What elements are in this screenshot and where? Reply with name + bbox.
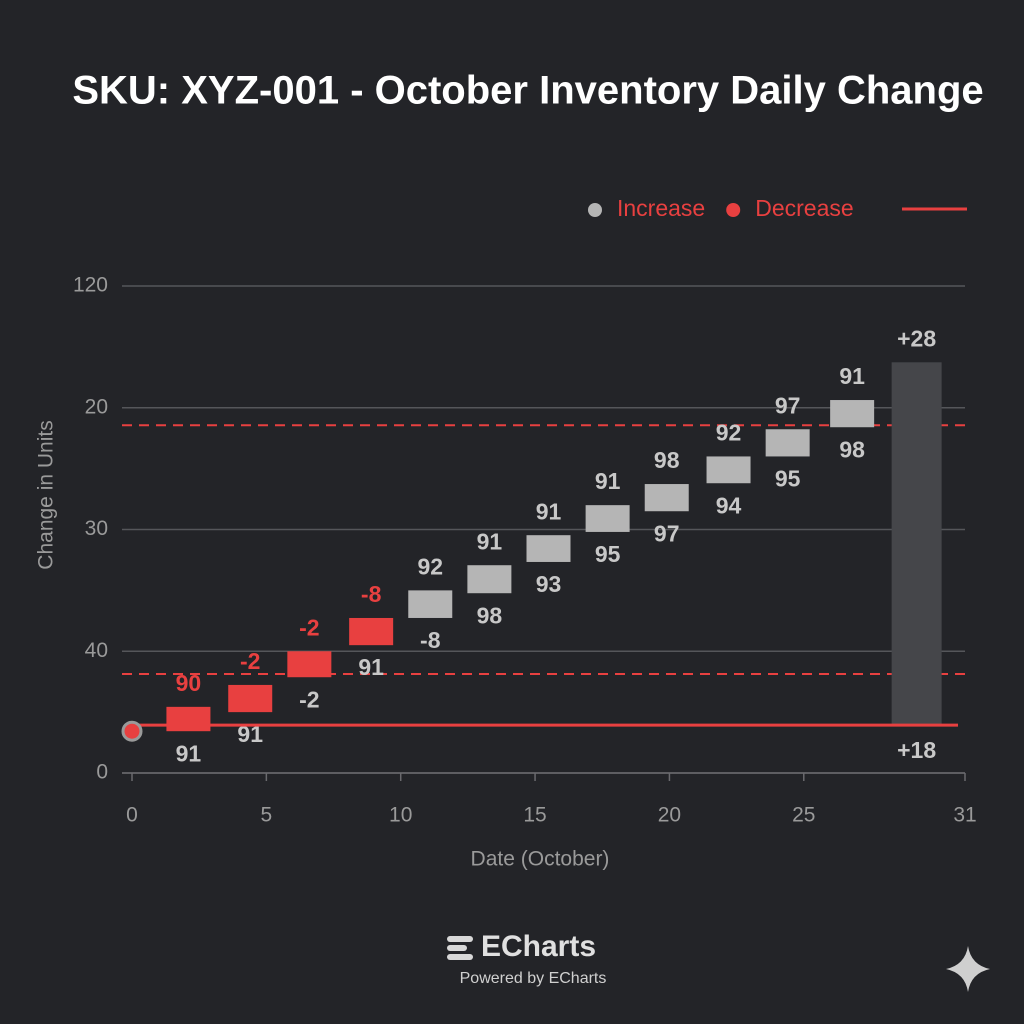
footer-text: Powered by ECharts — [460, 970, 607, 987]
x-tick-label: 31 — [953, 804, 976, 827]
y-tick-label: 30 — [85, 517, 108, 540]
bar-top-label: 91 — [477, 528, 503, 554]
x-tick-label: 15 — [523, 804, 546, 827]
legend-label: Increase — [617, 195, 705, 221]
waterfall-bar — [349, 617, 394, 646]
waterfall-bar — [585, 505, 630, 532]
bar-top-label: 98 — [654, 447, 680, 473]
waterfall-bar — [706, 456, 751, 484]
waterfall-bar — [526, 535, 571, 562]
y-axis-title: Change in Units — [35, 420, 58, 569]
x-tick-label: 0 — [126, 804, 138, 827]
bar-top-label: -8 — [361, 581, 382, 607]
start-point — [121, 720, 143, 742]
waterfall-bar — [408, 590, 453, 618]
bar-bottom-label: 95 — [775, 466, 801, 492]
y-tick-label: 0 — [96, 761, 108, 784]
bar-top-label: 92 — [716, 420, 742, 446]
bar-bottom-label: -8 — [420, 627, 441, 653]
bar-bottom-label: 98 — [477, 602, 503, 628]
bar-bottom-label: 93 — [536, 571, 562, 597]
bar-bottom-label: 91 — [358, 654, 384, 680]
x-tick-label: 10 — [389, 804, 412, 827]
bar-bottom-label: -2 — [299, 686, 319, 712]
bar-bottom-label: 97 — [654, 520, 680, 546]
waterfall-bar — [644, 484, 689, 512]
bar-bottom-label: 98 — [839, 436, 865, 462]
waterfall-bar — [830, 400, 875, 428]
bar-top-label: 90 — [176, 670, 202, 696]
x-tick-label: 25 — [792, 804, 815, 827]
bar-top-label: 91 — [595, 468, 621, 494]
bar-top-label: 92 — [417, 553, 443, 579]
echarts-logo-icon — [447, 936, 473, 960]
waterfall-bar — [891, 362, 942, 726]
waterfall-bar — [287, 651, 332, 678]
waterfall-bar — [166, 706, 211, 732]
legend-marker — [726, 203, 741, 217]
bar-top-label: -2 — [240, 648, 260, 674]
chart-title: SKU: XYZ-001 - October Inventory Daily C… — [72, 69, 983, 113]
y-tick-label: 20 — [85, 395, 108, 418]
x-tick-label: 20 — [658, 804, 681, 827]
legend-label: Decrease — [755, 195, 853, 221]
bar-top-label: +28 — [897, 325, 936, 351]
bar-top-label: 97 — [775, 392, 801, 418]
legend-marker — [588, 203, 602, 217]
bar-bottom-label: 91 — [176, 740, 202, 766]
waterfall-bar — [228, 684, 273, 713]
bar-top-label: 91 — [536, 498, 562, 524]
bar-bottom-label: 94 — [716, 492, 742, 518]
y-tick-label: 120 — [73, 274, 108, 297]
waterfall-bar — [467, 565, 512, 594]
bar-bottom-label: +18 — [897, 737, 936, 763]
y-tick-label: 40 — [85, 639, 108, 662]
bar-top-label: -2 — [299, 614, 319, 640]
footer-logo: ECharts — [481, 930, 596, 963]
x-tick-label: 5 — [261, 804, 273, 827]
bar-bottom-label: 95 — [595, 541, 621, 567]
bar-top-label: 91 — [839, 363, 865, 389]
x-axis-title: Date (October) — [471, 848, 610, 871]
sparkle-icon — [946, 946, 990, 992]
waterfall-bar — [765, 429, 810, 457]
